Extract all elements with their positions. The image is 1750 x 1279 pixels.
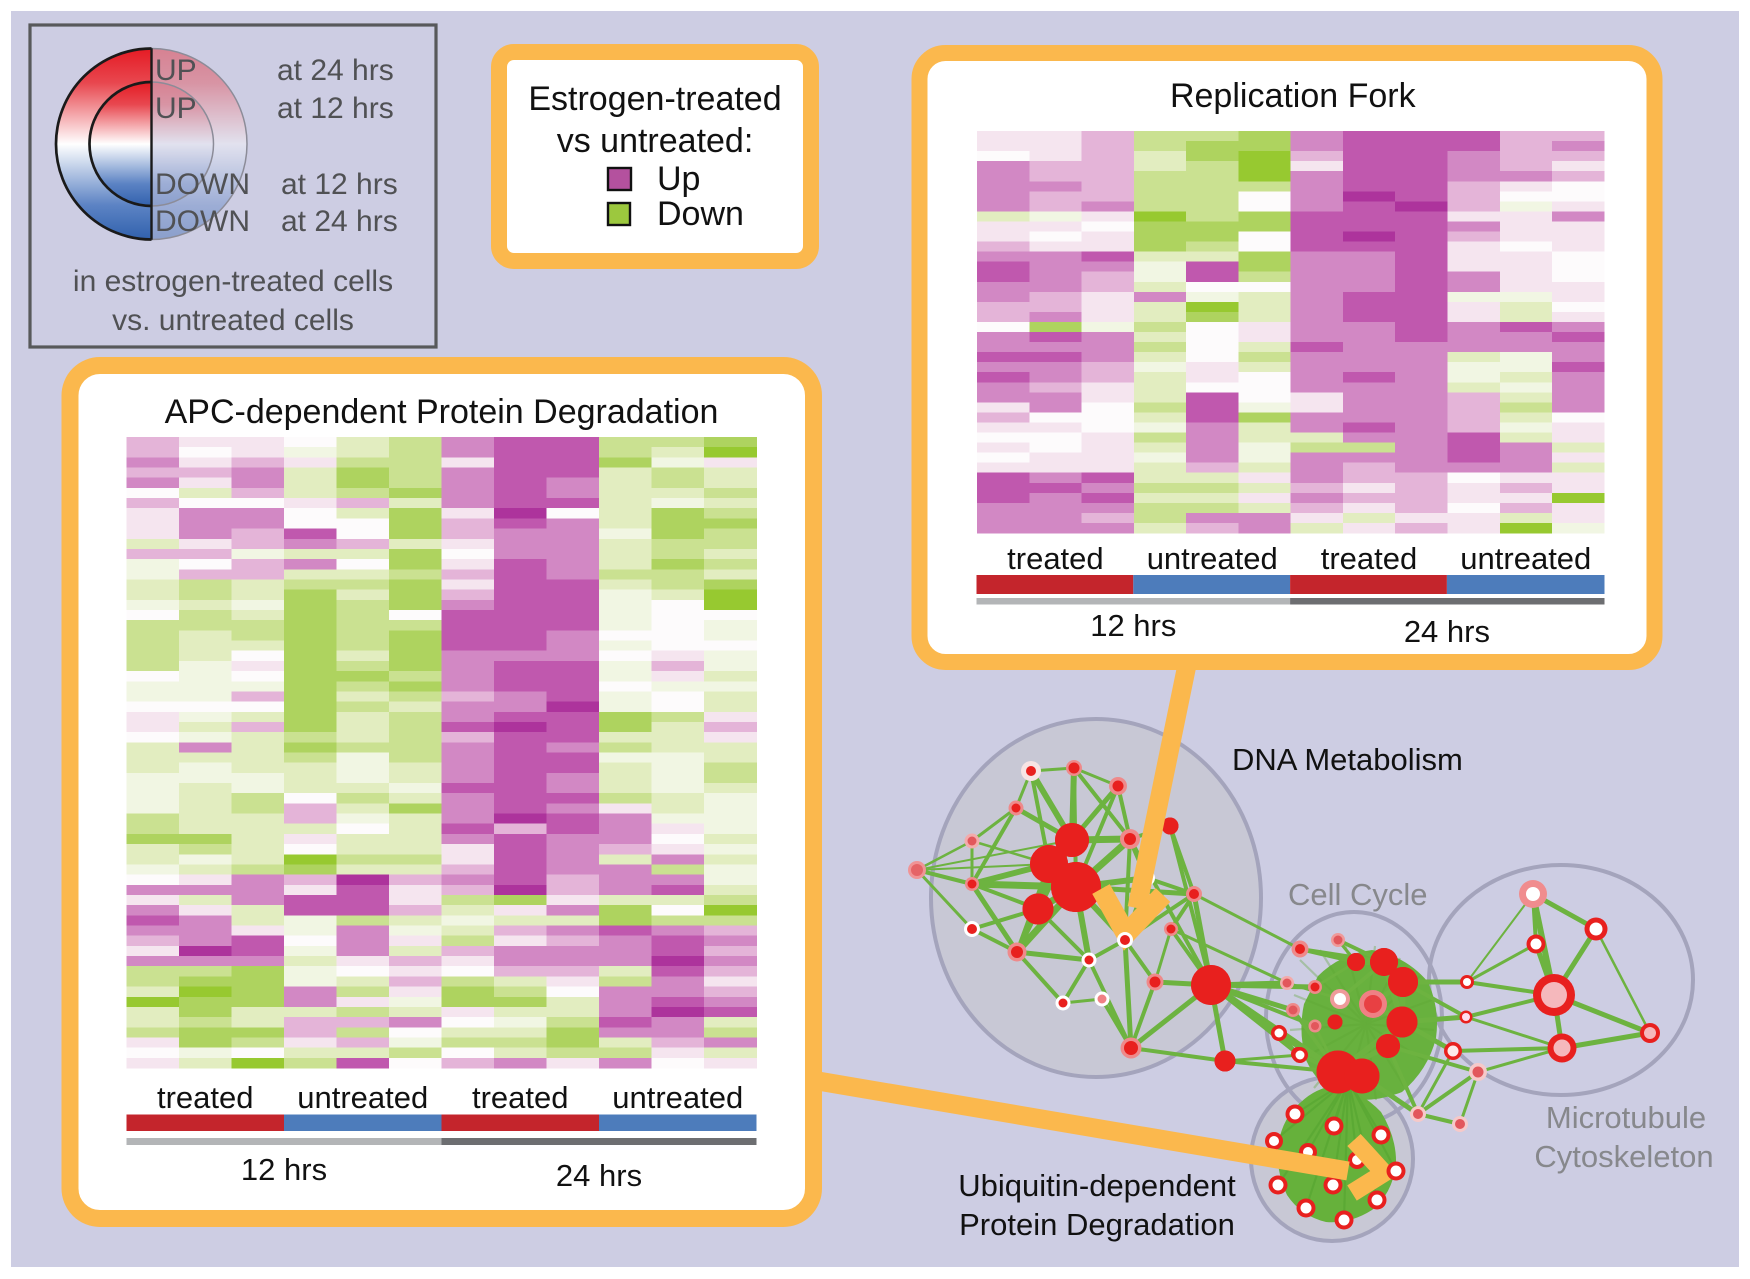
svg-text:DOWN: DOWN xyxy=(155,168,250,201)
svg-text:Estrogen-treated: Estrogen-treated xyxy=(528,80,781,118)
svg-text:at 12 hrs: at 12 hrs xyxy=(281,168,398,201)
svg-text:24 hrs: 24 hrs xyxy=(1404,614,1490,649)
svg-text:DOWN: DOWN xyxy=(155,205,250,238)
svg-text:untreated: untreated xyxy=(1460,541,1591,576)
svg-text:treated: treated xyxy=(472,1080,569,1115)
svg-text:treated: treated xyxy=(1321,541,1418,576)
svg-text:Protein Degradation: Protein Degradation xyxy=(959,1207,1235,1242)
svg-text:APC-dependent Protein Degradat: APC-dependent Protein Degradation xyxy=(165,393,719,431)
svg-text:untreated: untreated xyxy=(1147,541,1278,576)
svg-text:DNA Metabolism: DNA Metabolism xyxy=(1232,742,1463,777)
svg-text:treated: treated xyxy=(1007,541,1104,576)
svg-text:24 hrs: 24 hrs xyxy=(556,1158,642,1193)
svg-text:Cytoskeleton: Cytoskeleton xyxy=(1534,1139,1713,1174)
svg-text:12 hrs: 12 hrs xyxy=(1090,608,1176,643)
svg-text:Replication Fork: Replication Fork xyxy=(1170,77,1417,115)
svg-text:UP: UP xyxy=(155,92,197,125)
svg-text:Microtubule: Microtubule xyxy=(1546,1100,1706,1135)
svg-text:treated: treated xyxy=(157,1080,254,1115)
svg-text:untreated: untreated xyxy=(297,1080,428,1115)
svg-text:Cell Cycle: Cell Cycle xyxy=(1288,877,1428,912)
svg-text:vs. untreated cells: vs. untreated cells xyxy=(112,304,354,337)
svg-text:Down: Down xyxy=(657,195,744,233)
svg-text:Up: Up xyxy=(657,160,700,198)
svg-text:at 24 hrs: at 24 hrs xyxy=(277,54,394,87)
svg-text:at 12 hrs: at 12 hrs xyxy=(277,92,394,125)
svg-text:Ubiquitin-dependent: Ubiquitin-dependent xyxy=(958,1168,1236,1203)
svg-text:UP: UP xyxy=(155,54,197,87)
svg-text:untreated: untreated xyxy=(612,1080,743,1115)
svg-text:vs untreated:: vs untreated: xyxy=(557,122,754,160)
svg-text:12 hrs: 12 hrs xyxy=(241,1152,327,1187)
svg-text:at 24 hrs: at 24 hrs xyxy=(281,205,398,238)
svg-text:in estrogen-treated cells: in estrogen-treated cells xyxy=(73,265,393,298)
